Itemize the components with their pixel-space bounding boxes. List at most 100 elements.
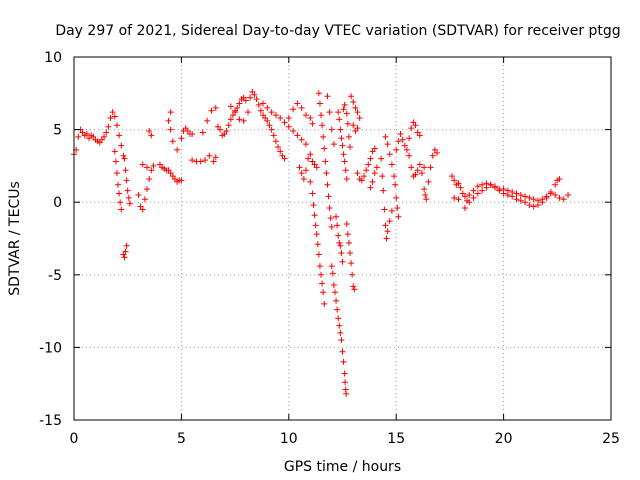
data-point (199, 129, 206, 136)
data-point (339, 142, 346, 149)
data-point (305, 155, 312, 162)
data-point (360, 173, 367, 180)
data-point (343, 110, 350, 117)
data-point (449, 173, 456, 180)
x-axis-label: GPS time / hours (284, 459, 401, 475)
data-point (302, 112, 309, 119)
data-point (343, 390, 350, 397)
data-point (406, 135, 413, 142)
data-point (242, 97, 249, 104)
data-point (395, 138, 402, 145)
data-point (350, 283, 357, 290)
data-point (425, 178, 432, 185)
data-point (333, 297, 340, 304)
data-point (105, 123, 112, 130)
axis-ticks: 0 5 10 15 20 25 10 5 0 -5 -10 -15 (39, 50, 620, 447)
data-point (350, 99, 357, 106)
data-point (334, 222, 341, 229)
data-point (202, 157, 209, 164)
y-tick-label: 5 (53, 123, 62, 139)
data-point (83, 130, 90, 137)
data-point (123, 177, 130, 184)
data-point (309, 120, 316, 127)
data-point (290, 128, 297, 135)
data-point (526, 202, 533, 209)
data-point (371, 145, 378, 152)
data-point (423, 196, 430, 203)
data-point (522, 199, 529, 206)
data-point (341, 158, 348, 165)
data-point (373, 164, 380, 171)
data-point (552, 181, 559, 188)
data-point (331, 289, 338, 296)
data-point (358, 177, 365, 184)
data-point (328, 126, 335, 133)
data-point (344, 120, 351, 127)
data-point (509, 189, 516, 196)
data-point (318, 112, 325, 119)
data-point (144, 164, 151, 171)
data-point (290, 106, 297, 113)
data-point (380, 187, 387, 194)
y-tick-label: 10 (44, 50, 62, 66)
data-point (412, 122, 419, 129)
data-point (236, 116, 243, 123)
data-point (421, 164, 428, 171)
data-point (236, 100, 243, 107)
data-point (455, 180, 462, 187)
data-point (314, 241, 321, 248)
data-point (264, 104, 271, 111)
data-point (270, 132, 277, 139)
data-point (393, 194, 400, 201)
data-point (369, 178, 376, 185)
data-point (204, 117, 211, 124)
data-point (565, 191, 572, 198)
data-point (264, 117, 271, 124)
data-point (124, 187, 131, 194)
data-point (451, 177, 458, 184)
data-point (339, 348, 346, 355)
data-point (379, 173, 386, 180)
data-point (324, 181, 331, 188)
data-point (227, 103, 234, 110)
data-point (530, 203, 537, 210)
data-point (337, 242, 344, 249)
data-point (223, 128, 230, 135)
data-point (349, 271, 356, 278)
data-point (321, 145, 328, 152)
data-point (208, 107, 215, 114)
plot-frame (73, 56, 612, 421)
data-point (388, 161, 395, 168)
data-point (328, 223, 335, 230)
data-point (298, 104, 305, 111)
data-point (345, 133, 352, 140)
data-point (111, 148, 118, 155)
data-point (126, 200, 133, 207)
data-point (118, 142, 125, 149)
data-point (318, 271, 325, 278)
data-point (244, 109, 251, 116)
data-point (113, 122, 120, 129)
data-point (367, 184, 374, 191)
data-point (342, 379, 349, 386)
data-point (474, 183, 481, 190)
data-point (113, 170, 120, 177)
data-points (71, 88, 572, 397)
data-point (343, 175, 350, 182)
data-point (466, 191, 473, 198)
data-point (342, 167, 349, 174)
data-point (378, 155, 385, 162)
data-point (316, 263, 323, 270)
data-point (330, 281, 337, 288)
data-point (310, 202, 317, 209)
data-point (340, 151, 347, 158)
data-point (117, 199, 124, 206)
data-point (148, 132, 155, 139)
data-point (466, 199, 473, 206)
x-tick-label: 15 (387, 431, 405, 447)
data-point (266, 122, 273, 129)
data-point (534, 197, 541, 204)
data-point (139, 206, 146, 213)
data-point (479, 181, 486, 188)
data-point (111, 113, 118, 120)
